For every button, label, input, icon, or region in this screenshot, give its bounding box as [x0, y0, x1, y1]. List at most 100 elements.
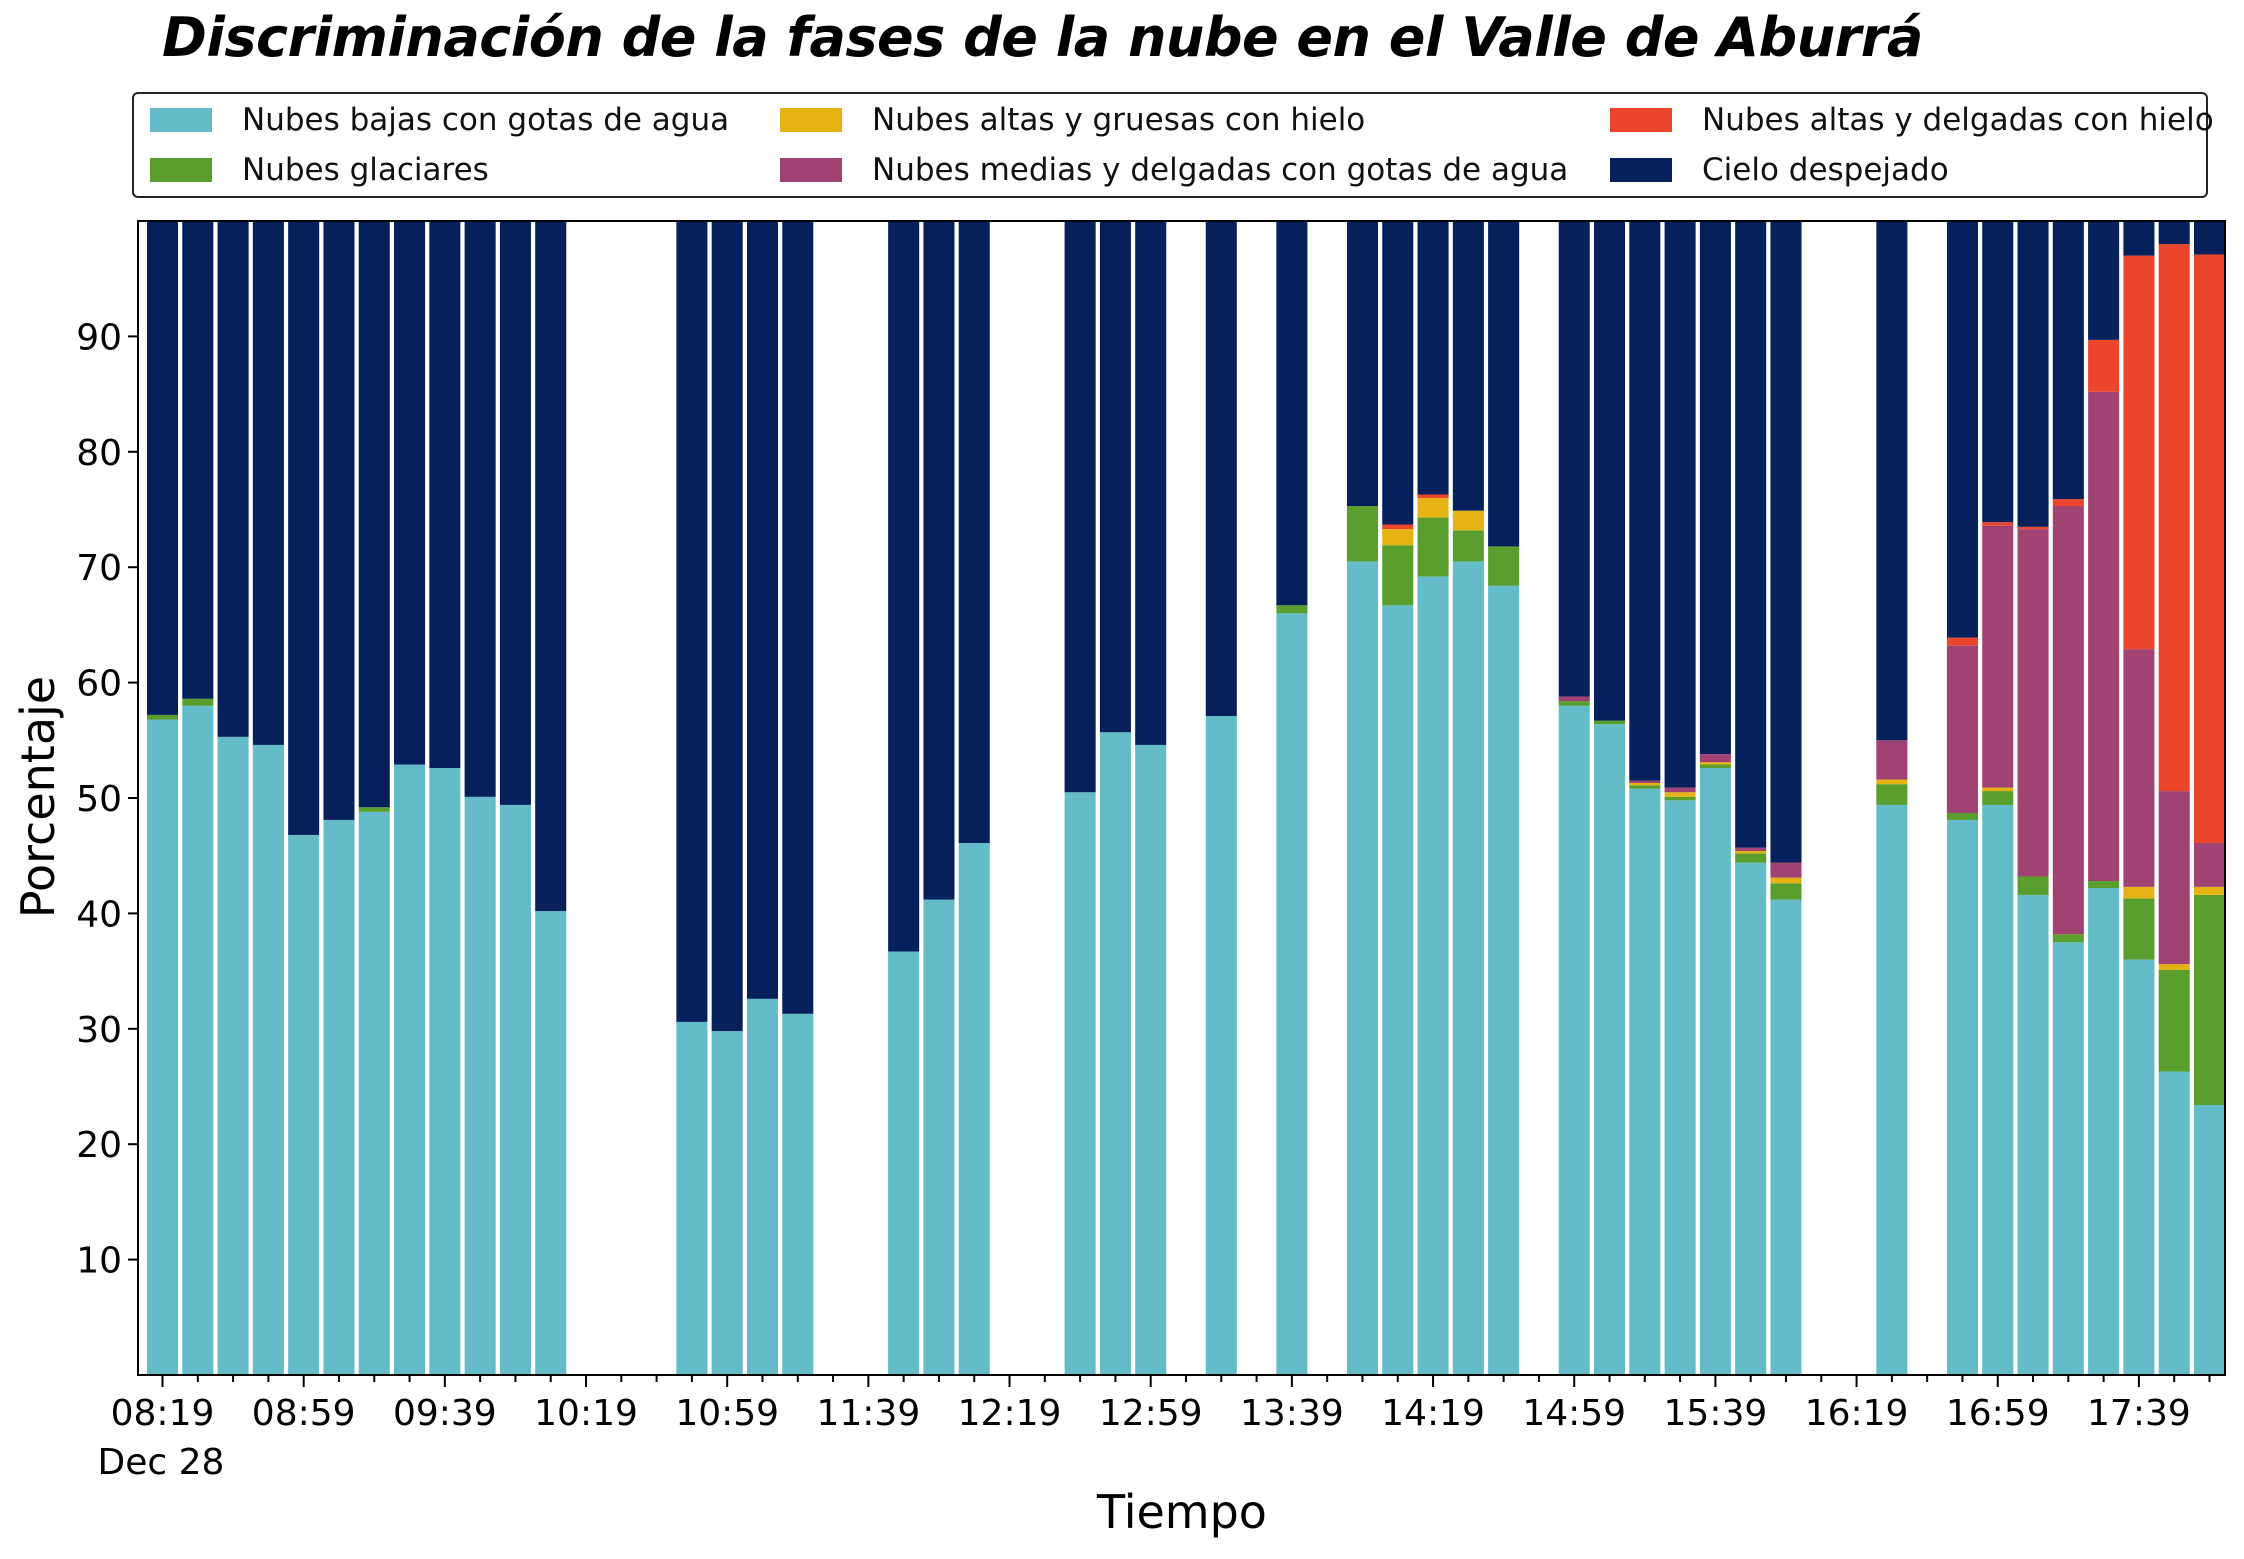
- bar-segment: [1558, 221, 1590, 697]
- bar-segment: [146, 714, 179, 720]
- bar-segment: [1488, 546, 1520, 586]
- bar-segment: [1276, 613, 1308, 1375]
- bar-segment: [1876, 221, 1908, 741]
- bar-segment: [2088, 881, 2120, 889]
- bar-segment: [1770, 877, 1802, 884]
- bar-segment: [1417, 497, 1449, 518]
- bar-segment: [1417, 221, 1449, 495]
- legend: Nubes bajas con gotas de agua Nubes glac…: [132, 92, 2214, 198]
- bar-segment: [1276, 605, 1308, 614]
- bar-segment: [676, 221, 708, 1022]
- bar-segment: [1346, 561, 1378, 1375]
- bar-segment: [2088, 391, 2120, 882]
- bar-segment: [1664, 221, 1696, 788]
- y-tick-label: 80: [76, 433, 122, 474]
- bar-segment: [146, 719, 179, 1375]
- bar-segment: [1982, 525, 2014, 788]
- bar-segment: [535, 911, 567, 1375]
- bar-segment: [1664, 792, 1696, 797]
- legend-item-altas-gruesas: Nubes altas y gruesas con hielo: [780, 98, 1365, 142]
- bar-segment: [2193, 254, 2226, 844]
- bar-segment: [1770, 899, 1802, 1375]
- bar-segment: [146, 221, 179, 715]
- bar-segment: [1382, 605, 1414, 1375]
- legend-label-cielo-despejado: Cielo despejado: [1702, 152, 1949, 188]
- bar-segment: [429, 768, 461, 1375]
- legend-item-cielo-despejado: Cielo despejado: [1610, 148, 1949, 192]
- bar-segment: [1558, 701, 1590, 706]
- x-tick-label: 16:19: [1805, 1393, 1909, 1434]
- bar-segment: [1382, 524, 1414, 530]
- bar-segment: [1876, 784, 1908, 805]
- bar-segment: [2158, 221, 2190, 245]
- legend-swatch-altas-gruesas: [780, 108, 842, 132]
- bar-segment: [2158, 244, 2190, 792]
- bar-segment: [1876, 804, 1908, 1375]
- x-date-sublabel: Dec 28: [98, 1442, 225, 1483]
- bars-layer: [146, 221, 2226, 1375]
- bar-segment: [252, 744, 284, 1375]
- bar-segment: [958, 843, 990, 1375]
- bar-segment: [2123, 886, 2155, 899]
- bar-segment: [182, 705, 214, 1375]
- bar-segment: [358, 807, 390, 812]
- bar-segment: [2123, 959, 2155, 1375]
- bar-segment: [535, 221, 567, 912]
- x-tick-label: 16:59: [1946, 1393, 2050, 1434]
- bar-segment: [1417, 517, 1449, 577]
- bar-segment: [1946, 221, 1978, 638]
- bar-segment: [217, 736, 249, 1375]
- bar-segment: [1417, 494, 1449, 498]
- bar-segment: [1699, 762, 1731, 765]
- bar-segment: [2123, 221, 2155, 256]
- y-axis-label: Porcentaje: [11, 676, 65, 918]
- x-tick-label: 14:59: [1522, 1393, 1626, 1434]
- bar-segment: [1629, 785, 1661, 789]
- bar-segment: [1735, 847, 1767, 852]
- bar-segment: [217, 221, 249, 737]
- x-tick-label: 09:39: [393, 1393, 497, 1434]
- legend-label-altas-delgadas: Nubes altas y delgadas con hielo: [1702, 102, 2214, 138]
- bar-segment: [358, 811, 390, 1375]
- bar-segment: [746, 998, 779, 1375]
- bar-segment: [323, 221, 355, 820]
- bar-segment: [888, 951, 920, 1375]
- bar-segment: [2017, 221, 2049, 527]
- legend-label-medias-delgadas: Nubes medias y delgadas con gotas de agu…: [872, 152, 1569, 188]
- legend-label-nubes-glaciares: Nubes glaciares: [242, 152, 489, 188]
- plot-frame: [137, 220, 2226, 1376]
- bar-segment: [782, 221, 814, 1014]
- bar-segment: [2123, 898, 2155, 960]
- legend-item-medias-delgadas: Nubes medias y delgadas con gotas de agu…: [780, 148, 1568, 192]
- bar-segment: [1982, 804, 2014, 1375]
- bar-segment: [464, 221, 496, 797]
- y-tick-label: 50: [76, 779, 122, 820]
- bar-segment: [2052, 934, 2084, 943]
- bar-segment: [394, 221, 426, 765]
- bar-segment: [2017, 526, 2049, 530]
- bar-segment: [1735, 853, 1767, 863]
- x-tick-label: 10:59: [675, 1393, 779, 1434]
- bar-segment: [2158, 969, 2190, 1072]
- bar-segment: [1699, 768, 1731, 1375]
- bar-segment: [429, 221, 461, 768]
- bar-segment: [1558, 705, 1590, 1375]
- x-axis-label: Tiempo: [1096, 1485, 1267, 1539]
- bar-segment: [1946, 645, 1978, 813]
- bar-segment: [1664, 787, 1696, 793]
- legend-item-nubes-glaciares: Nubes glaciares: [150, 148, 489, 192]
- bar-segment: [1276, 221, 1308, 606]
- bar-segment: [499, 804, 531, 1375]
- bar-segment: [1452, 510, 1484, 531]
- bar-segment: [2158, 964, 2190, 970]
- bar-segment: [1982, 522, 2014, 526]
- y-tick-label: 40: [76, 894, 122, 935]
- bar-segment: [1593, 724, 1626, 1375]
- bar-segment: [1699, 221, 1731, 755]
- bar-segment: [1382, 545, 1414, 606]
- bar-segment: [923, 221, 955, 900]
- bar-segment: [1452, 530, 1484, 562]
- bar-segment: [1382, 221, 1414, 525]
- bar-segment: [2088, 339, 2120, 392]
- y-tick-label: 60: [76, 664, 122, 705]
